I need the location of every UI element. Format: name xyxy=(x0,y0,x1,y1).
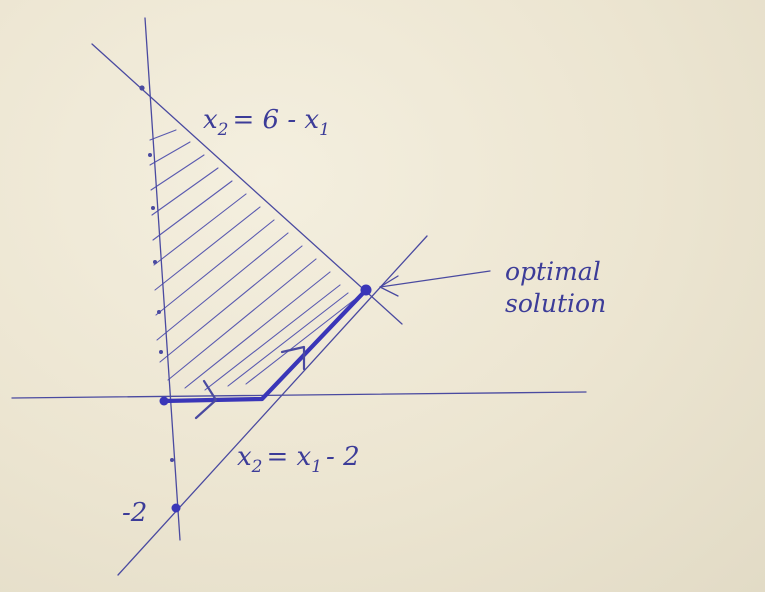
constraint-line-1 xyxy=(91,43,403,325)
note-solution: solution xyxy=(505,289,606,318)
x1-axis xyxy=(11,391,587,399)
constraint-line-2 xyxy=(117,235,428,576)
tick-label-minus-two: -2 xyxy=(122,498,147,528)
note-arrow-shaft xyxy=(379,270,491,288)
constraint-label-1: x2 = 6 - x1 xyxy=(203,105,330,140)
simplex-path xyxy=(160,287,369,404)
path-arrow-1 xyxy=(194,379,218,420)
constraint-label-2: x2 = x1- 2 xyxy=(237,442,360,477)
note-optimal: optimal xyxy=(505,257,601,286)
optimal-point xyxy=(360,284,372,296)
axis-ticks xyxy=(139,85,174,462)
x2-axis xyxy=(144,17,181,541)
path-arrow-2 xyxy=(280,345,306,371)
minus-two-point xyxy=(171,503,181,513)
origin-point xyxy=(159,396,169,406)
feasible-region-hatching xyxy=(149,129,355,391)
note-arrow-head xyxy=(379,275,399,297)
